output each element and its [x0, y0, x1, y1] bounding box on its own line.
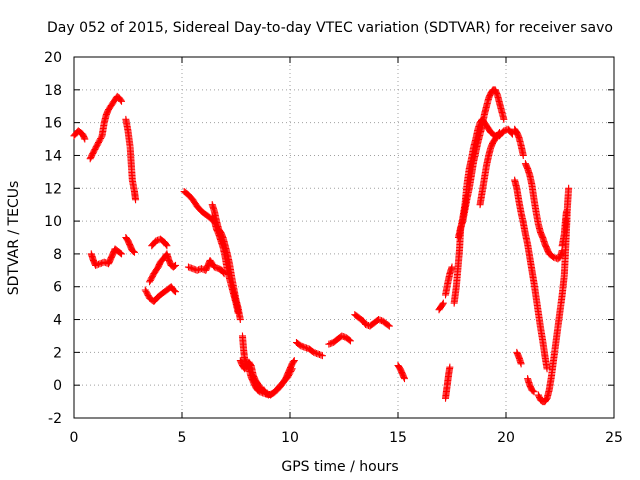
data-point	[543, 365, 551, 373]
series-arc-h	[148, 235, 171, 250]
data-point	[400, 375, 408, 383]
axis-ticks: 0 5 10 15 20 25 -2 0 2 4 6 8 10 12 14 16 18 20	[44, 50, 623, 446]
data-point	[439, 300, 447, 308]
data-point	[517, 360, 525, 368]
y-tick-label: 10	[44, 214, 62, 230]
data-point	[162, 241, 170, 249]
data-point	[500, 115, 508, 123]
y-tick-label: 6	[53, 280, 62, 296]
series-arc-b	[86, 92, 126, 163]
series-arc-a	[70, 127, 89, 143]
data-points	[70, 86, 573, 406]
y-tick-label: 16	[44, 116, 62, 132]
data-point	[129, 247, 137, 255]
data-point	[170, 287, 178, 295]
series-arc-n	[236, 357, 296, 399]
series-arc-s	[435, 299, 447, 314]
series-arc-aa	[521, 160, 566, 263]
data-point	[118, 250, 126, 258]
series-arc-f	[141, 283, 180, 305]
series-arc-t	[442, 263, 456, 299]
data-point	[290, 357, 298, 365]
data-point	[290, 358, 298, 366]
series-arc-x	[476, 128, 504, 209]
data-point	[318, 352, 326, 360]
x-axis-label: GPS time / hours	[281, 459, 398, 475]
data-point	[288, 365, 296, 373]
data-point	[519, 151, 527, 159]
series-arc-q	[351, 311, 393, 330]
series-arc-l	[208, 212, 242, 317]
series-arc-y	[511, 125, 527, 159]
y-tick-label: 4	[53, 313, 62, 329]
y-tick-label: 18	[44, 83, 62, 99]
data-point	[172, 261, 180, 269]
series-arc-z	[511, 176, 551, 373]
series-arc-ae	[558, 207, 570, 250]
data-point	[236, 316, 244, 324]
y-tick-label: 8	[53, 247, 62, 263]
data-point	[446, 363, 454, 371]
data-point	[234, 309, 242, 317]
data-point	[385, 322, 393, 330]
y-tick-label: 2	[53, 345, 62, 361]
data-point	[287, 366, 295, 374]
series-arc-u	[442, 363, 454, 402]
data-point	[565, 184, 573, 192]
x-tick-label: 10	[281, 430, 299, 446]
series-arc-j	[184, 256, 228, 278]
data-point	[439, 299, 447, 307]
data-point	[117, 96, 125, 104]
data-point	[384, 321, 392, 329]
series-arc-ab	[513, 348, 525, 368]
series-arc-d	[122, 115, 140, 204]
series-arc-e	[122, 234, 138, 256]
data-point	[448, 263, 456, 271]
data-point	[172, 288, 180, 296]
series-arc-o	[292, 339, 326, 360]
series-arc-v	[450, 115, 516, 307]
series-arc-p	[325, 332, 354, 348]
data-point	[530, 388, 538, 396]
data-point	[495, 130, 503, 138]
data-point	[508, 129, 516, 137]
data-point	[562, 207, 570, 215]
data-point	[529, 387, 537, 395]
y-axis-label: SDTVAR / TECUs	[6, 181, 22, 296]
chart-title: Day 052 of 2015, Sidereal Day-to-day VTE…	[47, 20, 613, 36]
y-tick-label: 12	[44, 181, 62, 197]
data-point	[163, 242, 171, 250]
grid-lines	[74, 57, 614, 418]
y-tick-label: 0	[53, 378, 62, 394]
series-arc-r	[394, 361, 408, 383]
plot-frame	[73, 56, 615, 419]
x-tick-label: 15	[389, 430, 407, 446]
y-tick-label: -2	[48, 411, 62, 427]
x-tick-label: 5	[178, 430, 187, 446]
series-arc-w	[454, 86, 508, 241]
x-tick-label: 20	[497, 430, 515, 446]
data-point	[81, 135, 89, 143]
series-arc-g	[146, 250, 180, 286]
y-tick-label: 20	[44, 50, 62, 66]
data-point	[116, 249, 124, 257]
data-point	[496, 128, 504, 136]
x-tick-label: 0	[70, 430, 79, 446]
series-arc-ac	[524, 375, 538, 396]
series-arc-i	[180, 188, 217, 225]
x-tick-label: 25	[605, 430, 623, 446]
data-point	[346, 337, 354, 345]
y-tick-label: 14	[44, 148, 62, 164]
data-point	[345, 336, 353, 344]
series-arc-c	[87, 245, 126, 269]
data-point	[170, 262, 178, 270]
data-point	[118, 97, 126, 105]
data-point	[130, 248, 138, 256]
data-point	[132, 196, 140, 204]
